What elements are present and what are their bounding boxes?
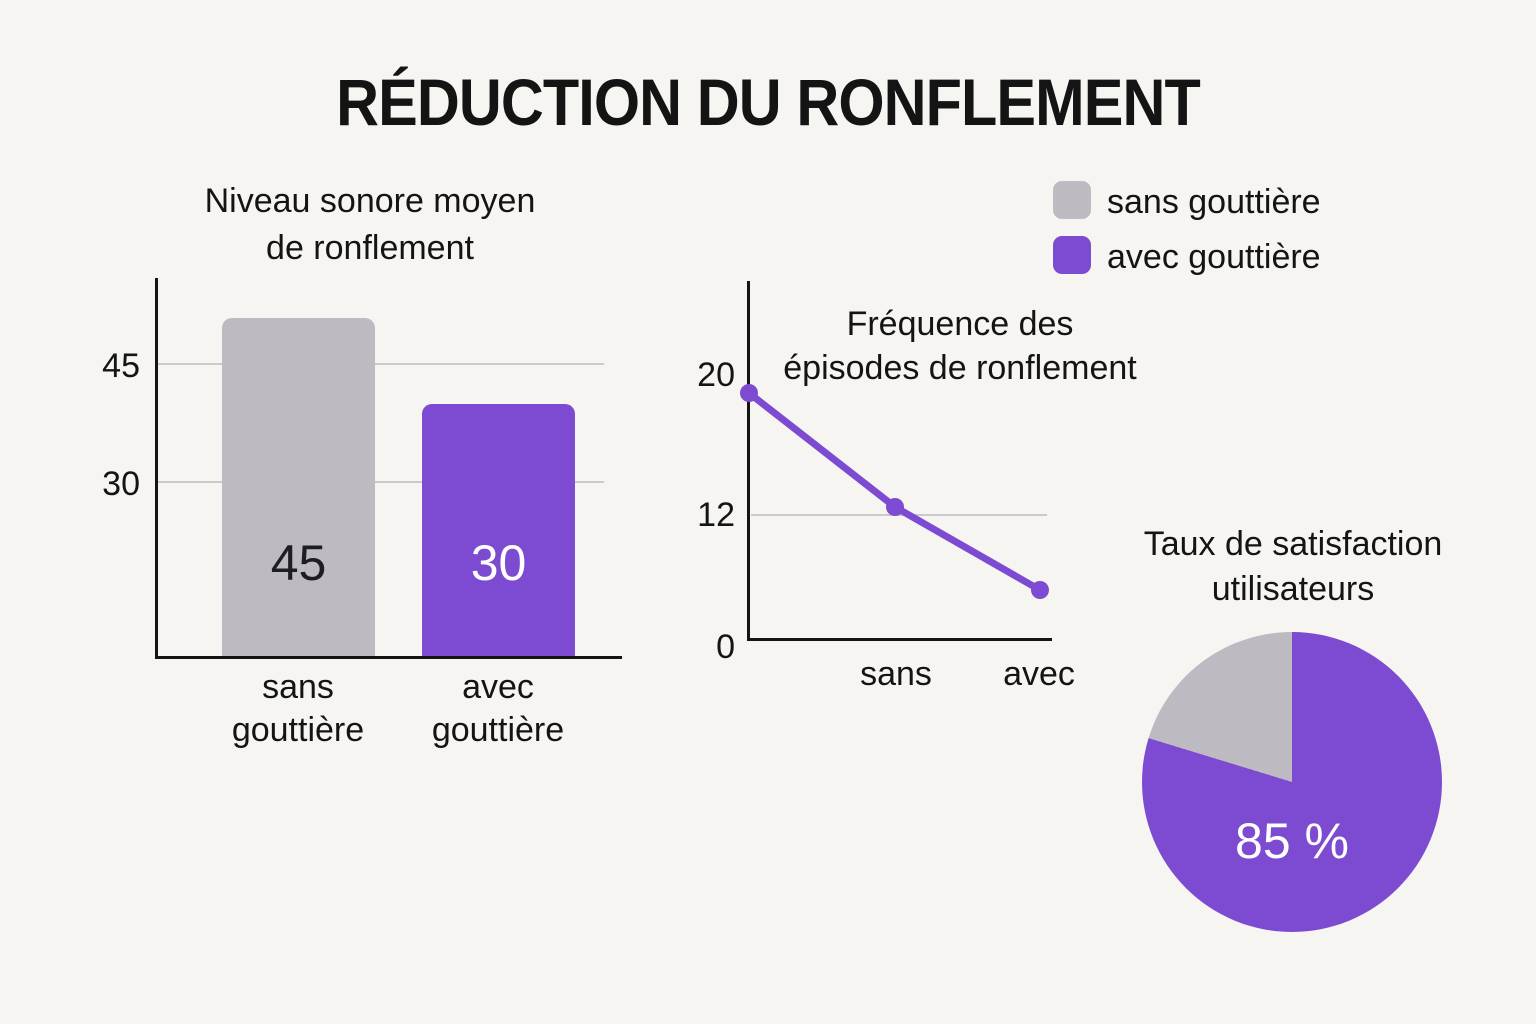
bar-xtick-sans: sans gouttière	[231, 668, 365, 749]
bar-y-axis	[155, 278, 158, 659]
line-xtick-avec: avec	[1003, 655, 1075, 693]
bar-value-sans: 45	[270, 535, 327, 591]
legend-label-avec: avec gouttière	[1107, 238, 1321, 276]
bar-x-axis	[155, 656, 622, 659]
bar-avec-gouttiere: 30	[422, 404, 575, 656]
bar-ytick-45: 45	[102, 347, 140, 385]
line-point	[1031, 581, 1049, 599]
pie-value-label: 85 %	[1235, 813, 1349, 869]
bar-gridline-45	[157, 363, 604, 365]
page-title: RÉDUCTION DU RONFLEMENT	[336, 65, 1201, 139]
line-y-axis	[747, 281, 750, 641]
line-ytick-0: 0	[716, 628, 735, 666]
bar-value-avec: 30	[470, 535, 527, 591]
bar-xtick-avec: avec gouttière	[431, 668, 565, 749]
line-ytick-12: 12	[697, 496, 735, 534]
line-x-axis	[747, 638, 1052, 641]
bar-chart-title: Niveau sonore moyen de ronflement	[204, 182, 536, 267]
legend-swatch-purple-icon	[1053, 236, 1091, 274]
line-point	[740, 384, 758, 402]
legend-label-sans: sans gouttière	[1107, 183, 1321, 221]
bar-gridline-30	[157, 481, 604, 483]
bar-sans-gouttiere: 45	[222, 318, 375, 656]
pie-chart-title: Taux de satisfaction utilisateurs	[1143, 525, 1443, 608]
line-point	[886, 498, 904, 516]
line-ytick-20: 20	[697, 356, 735, 394]
line-path	[745, 389, 1044, 594]
line-series	[740, 384, 1049, 599]
line-xtick-sans: sans	[860, 655, 932, 693]
bar-ytick-30: 30	[102, 465, 140, 503]
line-chart-title: Fréquence des épisodes de ronflement	[783, 305, 1137, 387]
legend-swatch-gray-icon	[1053, 181, 1091, 219]
pie-circle	[1142, 632, 1442, 932]
